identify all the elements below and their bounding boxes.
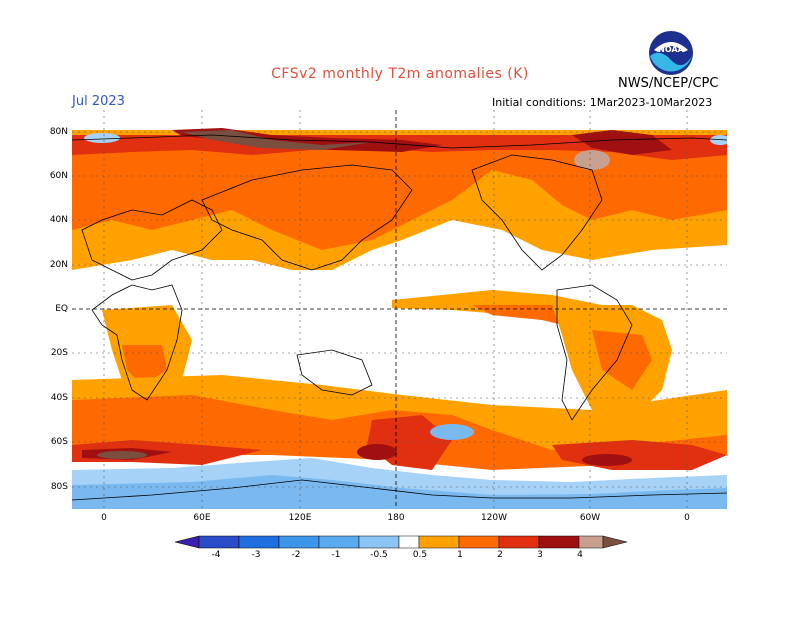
chart-title: CFSv2 monthly T2m anomalies (K): [271, 66, 529, 82]
grid-lines: [72, 110, 727, 509]
colorbar-label: 3: [537, 550, 543, 560]
lat-label: 60N: [49, 171, 68, 181]
warm-anomalies: [72, 128, 727, 470]
anomaly-map: [72, 110, 727, 509]
lon-label: 0: [684, 513, 690, 523]
colorbar-label: -4: [211, 550, 221, 560]
lon-label: 180: [387, 513, 405, 523]
lon-label: 60W: [579, 513, 601, 523]
lon-label: 120W: [480, 513, 508, 523]
colorbar-label: 2: [497, 550, 503, 560]
colorbar-label: 1: [457, 550, 463, 560]
noaa-logo-text: NOAA: [658, 45, 684, 54]
colorbar: [175, 535, 627, 549]
lat-label: 40N: [49, 215, 68, 225]
colorbar-label: -3: [251, 550, 261, 560]
colorbar-label: -2: [291, 550, 301, 560]
colorbar-label: 0.5: [412, 550, 428, 560]
colorbar-label: 4: [577, 550, 583, 560]
coastlines: [72, 134, 727, 501]
lat-label: 20S: [50, 348, 68, 358]
lat-label: EQ: [55, 304, 68, 314]
forecast-month: Jul 2023: [72, 94, 125, 109]
lat-label: 60S: [50, 437, 68, 447]
colorbar-label: -0.5: [370, 550, 388, 560]
lat-label: 80N: [49, 127, 68, 137]
colorbar-label: -1: [331, 550, 341, 560]
lat-label: 20N: [49, 260, 68, 270]
lat-label: 80S: [50, 482, 68, 492]
lon-label: 60E: [193, 513, 211, 523]
equator-and-dateline: [72, 110, 727, 509]
lon-label: 0: [101, 513, 107, 523]
lon-label: 120E: [288, 513, 312, 523]
lat-label: 40S: [50, 393, 68, 403]
agency-label: NWS/NCEP/CPC: [618, 76, 719, 91]
initial-conditions: Initial conditions: 1Mar2023-10Mar2023: [492, 96, 713, 109]
cool-anomalies: [72, 133, 727, 509]
noaa-logo-icon: NOAA: [649, 31, 693, 75]
